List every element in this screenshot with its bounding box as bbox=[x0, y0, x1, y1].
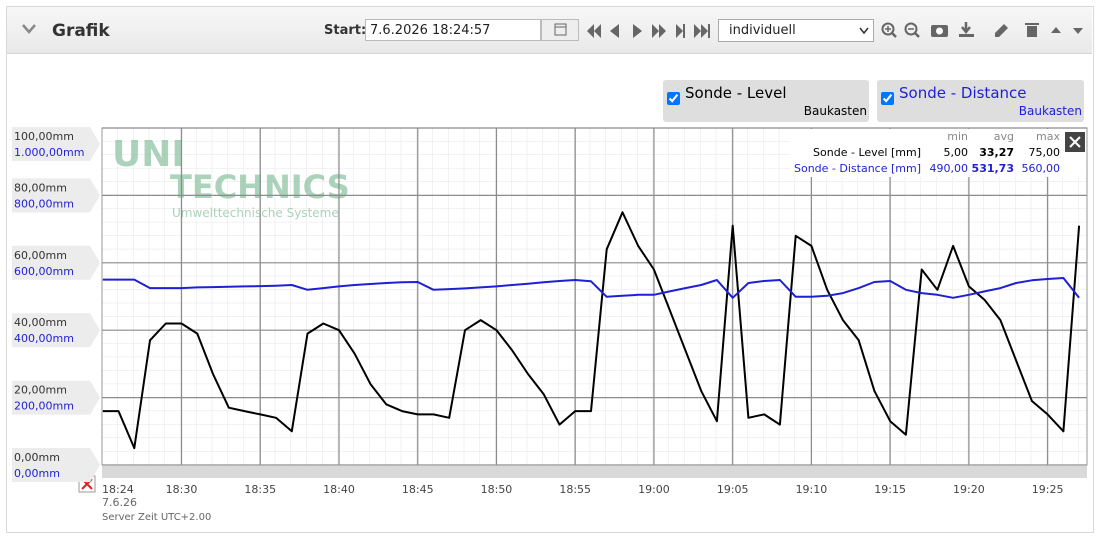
panel-title: Grafik bbox=[52, 21, 110, 41]
y2-tick-label: 800,00mm bbox=[14, 197, 74, 210]
stats-header: min bbox=[947, 130, 968, 143]
header-bar bbox=[7, 7, 1092, 54]
stats-box: min avg max Sonde - Level [mm] 5,00 33,2… bbox=[790, 129, 1086, 177]
legend-item[interactable]: Sonde - Distance Baukasten bbox=[877, 80, 1084, 122]
x-tick-label: 18:30 bbox=[166, 483, 198, 496]
panel bbox=[6, 6, 1094, 533]
legend-group: Baukasten bbox=[1018, 104, 1082, 118]
stats-min: 5,00 bbox=[944, 146, 969, 159]
legend-item[interactable]: Sonde - Level Baukasten bbox=[663, 80, 869, 122]
y2-tick-label: 600,00mm bbox=[14, 265, 74, 278]
y-tick-label: 100,00mm bbox=[14, 130, 74, 143]
tick-tab bbox=[12, 313, 100, 348]
x-tick-label: 18:55 bbox=[559, 483, 591, 496]
x-tick-label: 19:20 bbox=[953, 483, 985, 496]
x-tick-label: 18:50 bbox=[481, 483, 513, 496]
footer-server-time: Server Zeit UTC+2.00 bbox=[102, 512, 211, 523]
stats-min: 490,00 bbox=[930, 162, 969, 175]
x-tick-label: 18:24 bbox=[102, 483, 134, 496]
calendar-icon bbox=[554, 23, 567, 36]
start-label: Start: bbox=[324, 23, 367, 38]
legend-name: Sonde - Distance bbox=[899, 84, 1027, 102]
footer-date: 7.6.26 bbox=[102, 496, 137, 509]
y-tick-label: 80,00mm bbox=[14, 181, 67, 194]
stats-max: 560,00 bbox=[1022, 162, 1061, 175]
stats-header: max bbox=[1036, 130, 1060, 143]
dropdown-arrow bbox=[859, 27, 869, 35]
navigation-buttons[interactable] bbox=[586, 22, 714, 40]
y-tick-label: 20,00mm bbox=[14, 384, 67, 397]
tick-tab bbox=[12, 245, 100, 280]
series-line bbox=[102, 211, 1081, 450]
stats-avg: 531,73 bbox=[972, 162, 1014, 175]
y2-tick-label: 1.000,00mm bbox=[14, 146, 84, 159]
series-line bbox=[102, 277, 1080, 299]
x-tick-label: 19:05 bbox=[717, 483, 749, 496]
close-button[interactable] bbox=[1065, 132, 1085, 152]
stats-label: Sonde - Level [mm] bbox=[813, 146, 921, 159]
watermark-brand: UNI bbox=[112, 134, 185, 175]
stats-header: avg bbox=[994, 130, 1014, 143]
series-checkbox[interactable] bbox=[881, 92, 894, 105]
x-tick-label: 18:40 bbox=[323, 483, 355, 496]
x-tick-label: 19:25 bbox=[1032, 483, 1064, 496]
watermark: UNI TECHNICS Umwelttechnische Systeme bbox=[112, 134, 350, 220]
tool-icons[interactable] bbox=[880, 20, 1090, 42]
y2-tick-label: 0,00mm bbox=[14, 467, 60, 480]
legend-name: Sonde - Level bbox=[685, 84, 787, 102]
stats-max: 75,00 bbox=[1029, 146, 1061, 159]
calendar-button[interactable] bbox=[541, 19, 579, 41]
legend-group: Baukasten bbox=[803, 104, 867, 118]
range-select[interactable]: individuell bbox=[718, 19, 874, 42]
y-tick-label: 0,00mm bbox=[14, 451, 60, 464]
y-tick-label: 40,00mm bbox=[14, 316, 67, 329]
tick-tab bbox=[12, 448, 100, 482]
y-tick-label: 60,00mm bbox=[14, 249, 67, 262]
watermark-tagline: Umwelttechnische Systeme bbox=[172, 206, 339, 220]
x-tick-label: 18:45 bbox=[402, 483, 434, 496]
x-tick-label: 18:35 bbox=[244, 483, 276, 496]
start-input[interactable]: 7.6.2026 18:24:57 bbox=[365, 19, 541, 41]
y2-tick-label: 400,00mm bbox=[14, 332, 74, 345]
collapse-icon[interactable] bbox=[22, 24, 36, 34]
stats-avg: 33,27 bbox=[979, 146, 1014, 159]
series-checkbox[interactable] bbox=[667, 92, 680, 105]
x-tick-label: 19:15 bbox=[874, 483, 906, 496]
stats-label: Sonde - Distance [mm] bbox=[794, 162, 921, 175]
tick-tab bbox=[12, 178, 100, 213]
tick-tab bbox=[12, 127, 100, 161]
x-tick-label: 19:00 bbox=[638, 483, 670, 496]
stats-background bbox=[790, 129, 1086, 177]
tick-tab bbox=[12, 380, 100, 415]
y2-tick-label: 200,00mm bbox=[14, 400, 74, 413]
lines bbox=[102, 211, 1081, 450]
scroll-bar[interactable] bbox=[102, 466, 1087, 478]
x-tick-label: 19:10 bbox=[796, 483, 828, 496]
range-value: individuell bbox=[729, 23, 796, 38]
